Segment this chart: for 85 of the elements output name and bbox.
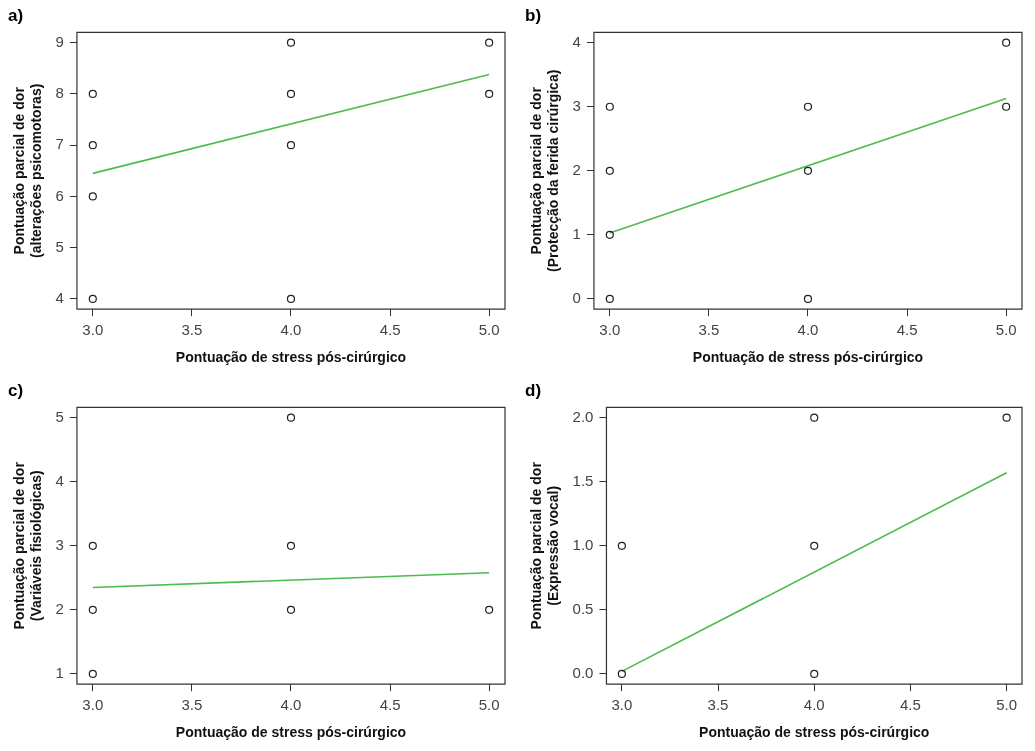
- x-tick-label: 4.5: [379, 696, 401, 714]
- x-tick-label: 3.5: [698, 321, 720, 339]
- x-axis-title: Pontuação de stress pós-cirúrgico: [175, 349, 407, 366]
- x-axis-title: Pontuação de stress pós-cirúrgico: [175, 724, 407, 741]
- y-tick-label: 9: [55, 32, 64, 50]
- x-tick-label: 4.5: [896, 321, 918, 339]
- chart-title: a): [8, 5, 24, 25]
- y-tick-label: 0.5: [572, 600, 594, 618]
- point: [810, 669, 819, 679]
- y-tick-label: 4: [55, 289, 64, 307]
- y-tick-label: 3: [55, 535, 64, 553]
- y-tick-label: 0.0: [572, 664, 594, 682]
- y-tick-label: 4: [572, 32, 581, 50]
- x-axis-title: Pontuação de stress pós-cirúrgico: [699, 724, 930, 741]
- point: [88, 192, 97, 201]
- x-tick-label: 3.5: [181, 321, 203, 339]
- chart-title: d): [525, 380, 542, 400]
- x-tick-label: 4.0: [797, 321, 819, 339]
- y-tick-label: 0: [572, 289, 581, 307]
- point: [88, 541, 97, 550]
- point: [286, 541, 296, 550]
- point: [605, 102, 614, 111]
- y-tick-label: 3: [572, 96, 581, 114]
- point: [803, 294, 813, 304]
- y-tick-label: 7: [55, 135, 64, 153]
- point: [1002, 413, 1011, 422]
- y-axis-title: Pontuação parcial de dor (alterações psicomotoras): [11, 83, 45, 258]
- point: [286, 413, 296, 422]
- x-tick-label: 4.0: [280, 321, 302, 339]
- point: [810, 413, 819, 422]
- x-tick-label: 4.0: [280, 696, 302, 714]
- point: [617, 669, 626, 679]
- point: [286, 38, 296, 47]
- x-tick-label: 3.0: [599, 321, 621, 339]
- x-tick-label: 4.5: [899, 696, 921, 714]
- y-tick-label: 1.5: [572, 471, 594, 489]
- point: [485, 89, 494, 99]
- x-tick-label: 3.0: [82, 696, 104, 714]
- y-tick-label: 1.0: [572, 535, 594, 553]
- chart-title: b): [525, 5, 542, 25]
- point: [88, 605, 97, 614]
- point: [286, 605, 296, 614]
- point: [1002, 38, 1011, 47]
- y-tick-label: 6: [55, 186, 64, 204]
- x-tick-label: 3.0: [82, 321, 104, 339]
- x-tick-label: 4.0: [803, 696, 825, 714]
- x-tick-label: 5.0: [478, 321, 500, 339]
- y-axis-title: Pontuação parcial de dor (Variáveis fisiológicas): [11, 461, 45, 630]
- y-tick-label: 2: [55, 600, 64, 618]
- point: [286, 294, 296, 304]
- point: [485, 38, 494, 47]
- x-tick-label: 3.5: [181, 696, 203, 714]
- point: [803, 166, 813, 175]
- chart-title: c): [8, 380, 24, 400]
- point: [1002, 102, 1011, 111]
- y-tick-label: 2: [572, 160, 581, 178]
- y-tick-label: 5: [55, 407, 64, 425]
- x-tick-label: 4.5: [379, 321, 401, 339]
- point: [803, 102, 813, 111]
- point: [286, 141, 296, 150]
- point: [88, 89, 97, 99]
- point: [605, 294, 614, 304]
- point: [605, 230, 614, 239]
- y-tick-label: 2.0: [572, 407, 594, 425]
- point: [617, 541, 626, 550]
- y-tick-label: 8: [55, 84, 64, 102]
- x-tick-label: 3.5: [707, 696, 729, 714]
- x-tick-label: 5.0: [996, 696, 1018, 714]
- y-axis-title: Pontuação parcial de dor (Protecção da ferida cirúrgica): [528, 69, 562, 272]
- point: [88, 669, 97, 679]
- x-tick-label: 5.0: [478, 696, 500, 714]
- y-tick-label: 5: [55, 237, 64, 255]
- x-tick-label: 3.0: [611, 696, 633, 714]
- point: [485, 605, 494, 614]
- y-tick-label: 1: [55, 664, 64, 682]
- y-tick-label: 1: [572, 225, 581, 243]
- y-tick-label: 4: [55, 471, 64, 489]
- point: [88, 141, 97, 150]
- point: [810, 541, 819, 550]
- point: [286, 89, 296, 99]
- point: [88, 294, 97, 304]
- point: [605, 166, 614, 175]
- y-axis-title: Pontuação parcial de dor (Expressão vocal): [528, 461, 562, 630]
- x-axis-title: Pontuação de stress pós-cirúrgico: [692, 349, 924, 366]
- x-tick-label: 5.0: [995, 321, 1017, 339]
